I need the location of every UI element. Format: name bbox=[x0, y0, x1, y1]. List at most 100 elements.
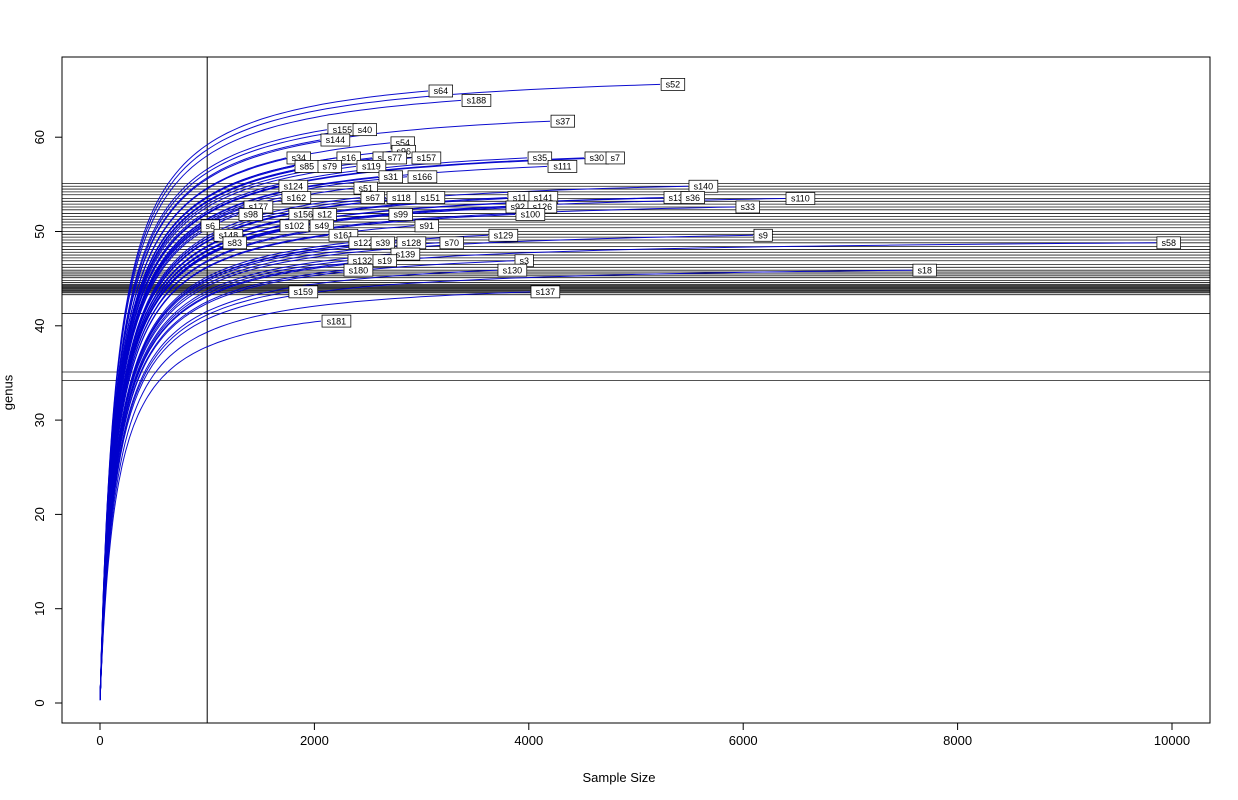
curve-label-s100: s100 bbox=[515, 208, 546, 221]
y-tick-label: 30 bbox=[32, 413, 47, 427]
curve-label-text: s11 bbox=[513, 193, 527, 203]
x-tick-label: 4000 bbox=[514, 733, 543, 748]
curve-label-box bbox=[439, 236, 464, 250]
curve-label-s119: s119 bbox=[356, 160, 387, 173]
curve-label-box bbox=[488, 228, 519, 242]
y-tick-label: 50 bbox=[32, 224, 47, 238]
curve-label-s49: s49 bbox=[309, 219, 335, 233]
curve-label-text: s139 bbox=[396, 249, 416, 259]
curve-label-text: s34 bbox=[292, 153, 307, 163]
curve-label-text: s166 bbox=[413, 172, 433, 182]
curve-label-text: s96 bbox=[396, 147, 411, 157]
rarefaction-curve-s36 bbox=[99, 197, 681, 700]
curve-label-text: s140 bbox=[694, 181, 714, 191]
curve-label-text: s119 bbox=[362, 162, 381, 172]
curve-label-box bbox=[414, 219, 439, 233]
curve-label-text: s40 bbox=[358, 125, 373, 135]
curve-label-text: s132 bbox=[353, 256, 373, 266]
x-tick-label: 10000 bbox=[1154, 733, 1190, 748]
rarefaction-curve-s34 bbox=[99, 157, 287, 700]
curve-label-box bbox=[321, 314, 352, 328]
curve-label-s85: s85 bbox=[294, 160, 320, 173]
curve-label-box bbox=[407, 170, 438, 184]
curve-label-text: s3 bbox=[519, 256, 529, 266]
curve-label-box bbox=[527, 151, 553, 165]
curve-label-s144: s144 bbox=[320, 133, 351, 147]
curve-label-s37: s37 bbox=[550, 114, 576, 128]
curve-label-s162: s162 bbox=[281, 191, 312, 204]
curve-label-box bbox=[343, 263, 374, 277]
curve-label-box bbox=[785, 192, 816, 205]
curve-label-box bbox=[461, 94, 492, 107]
curve-label-box bbox=[530, 285, 561, 299]
curve-label-s102: s102 bbox=[279, 219, 310, 233]
y-axis-title: genus bbox=[0, 374, 16, 411]
curve-label-s7: s7 bbox=[605, 151, 625, 165]
curve-label-text: s99 bbox=[393, 210, 408, 220]
curve-label-box bbox=[281, 191, 312, 204]
curve-label-text: s161 bbox=[334, 230, 354, 240]
curve-label-s79: s79 bbox=[317, 160, 342, 173]
curve-label-text: s180 bbox=[349, 265, 369, 275]
curve-label-text: s144 bbox=[326, 135, 346, 145]
curve-label-s77: s77 bbox=[382, 151, 408, 165]
curve-label-s129: s129 bbox=[488, 228, 519, 242]
curve-label-s91: s91 bbox=[414, 219, 439, 233]
rarefaction-curve-s18 bbox=[99, 269, 912, 701]
curve-label-box bbox=[415, 191, 446, 204]
curve-label-text: s31 bbox=[384, 172, 399, 182]
curve-label-box bbox=[388, 208, 413, 221]
curve-label-text: s70 bbox=[445, 238, 460, 248]
curve-label-box bbox=[336, 151, 361, 165]
curve-label-s9: s9 bbox=[753, 228, 773, 242]
curve-label-box bbox=[320, 133, 351, 147]
curve-label-box bbox=[200, 219, 220, 233]
curve-label-text: s137 bbox=[536, 287, 556, 297]
curve-label-text: s110 bbox=[791, 194, 810, 204]
curve-label-s12: s12 bbox=[312, 208, 337, 221]
y-tick-label: 40 bbox=[32, 319, 47, 333]
curve-label-box bbox=[605, 151, 625, 165]
curve-label-s58: s58 bbox=[1156, 236, 1181, 250]
curve-label-text: s188 bbox=[467, 96, 487, 106]
curve-label-s98: s98 bbox=[238, 208, 263, 221]
curve-label-text: s83 bbox=[228, 238, 243, 248]
curve-label-text: s157 bbox=[417, 153, 437, 163]
curve-label-text: s64 bbox=[434, 86, 449, 96]
curve-label-text: s36 bbox=[685, 193, 700, 203]
x-axis-title: Sample Size bbox=[582, 770, 656, 785]
curve-label-text: s6 bbox=[205, 221, 215, 231]
curve-label-box bbox=[317, 160, 342, 173]
curve-label-box bbox=[497, 263, 528, 277]
curve-label-text: s128 bbox=[402, 238, 422, 248]
curve-label-s16: s16 bbox=[336, 151, 361, 165]
curve-label-box bbox=[372, 254, 397, 268]
curve-label-text: s111 bbox=[553, 162, 571, 172]
curve-label-text: s130 bbox=[503, 265, 523, 275]
curve-label-s39: s39 bbox=[370, 236, 396, 250]
rarefaction-curve-s162 bbox=[99, 197, 282, 700]
curve-label-box bbox=[735, 200, 760, 214]
curve-label-text: s67 bbox=[366, 193, 381, 203]
curve-label-text: s124 bbox=[284, 181, 304, 191]
rarefaction-curve-s137 bbox=[99, 291, 531, 701]
curve-label-s180: s180 bbox=[343, 263, 374, 277]
curve-label-s140: s140 bbox=[688, 179, 719, 193]
curve-label-s30: s30 bbox=[584, 151, 609, 165]
curve-label-text: s100 bbox=[521, 210, 541, 220]
curve-label-text: s49 bbox=[315, 221, 330, 231]
curve-label-text: s33 bbox=[740, 202, 755, 212]
curve-label-box bbox=[309, 219, 335, 233]
x-tick-label: 8000 bbox=[943, 733, 972, 748]
curve-label-s157: s157 bbox=[411, 151, 442, 165]
curve-label-text: s177 bbox=[249, 202, 269, 212]
y-tick-label: 20 bbox=[32, 507, 47, 521]
curve-label-box bbox=[753, 228, 773, 242]
curve-label-text: s122 bbox=[354, 238, 374, 248]
curve-label-box bbox=[370, 236, 396, 250]
curve-label-s130: s130 bbox=[497, 263, 528, 277]
curve-label-s111: s111 bbox=[547, 160, 578, 173]
curve-label-s118: s118 bbox=[386, 191, 417, 204]
